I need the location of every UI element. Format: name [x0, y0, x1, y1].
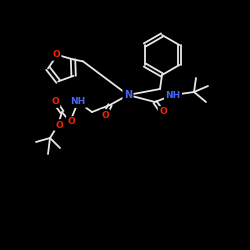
Text: O: O: [101, 110, 109, 120]
Text: O: O: [51, 98, 59, 106]
Text: O: O: [55, 120, 63, 130]
Text: O: O: [52, 50, 60, 59]
Text: N: N: [124, 90, 132, 100]
Text: O: O: [67, 118, 75, 126]
Text: NH: NH: [70, 98, 86, 106]
Text: O: O: [159, 108, 167, 116]
Text: NH: NH: [166, 90, 180, 100]
